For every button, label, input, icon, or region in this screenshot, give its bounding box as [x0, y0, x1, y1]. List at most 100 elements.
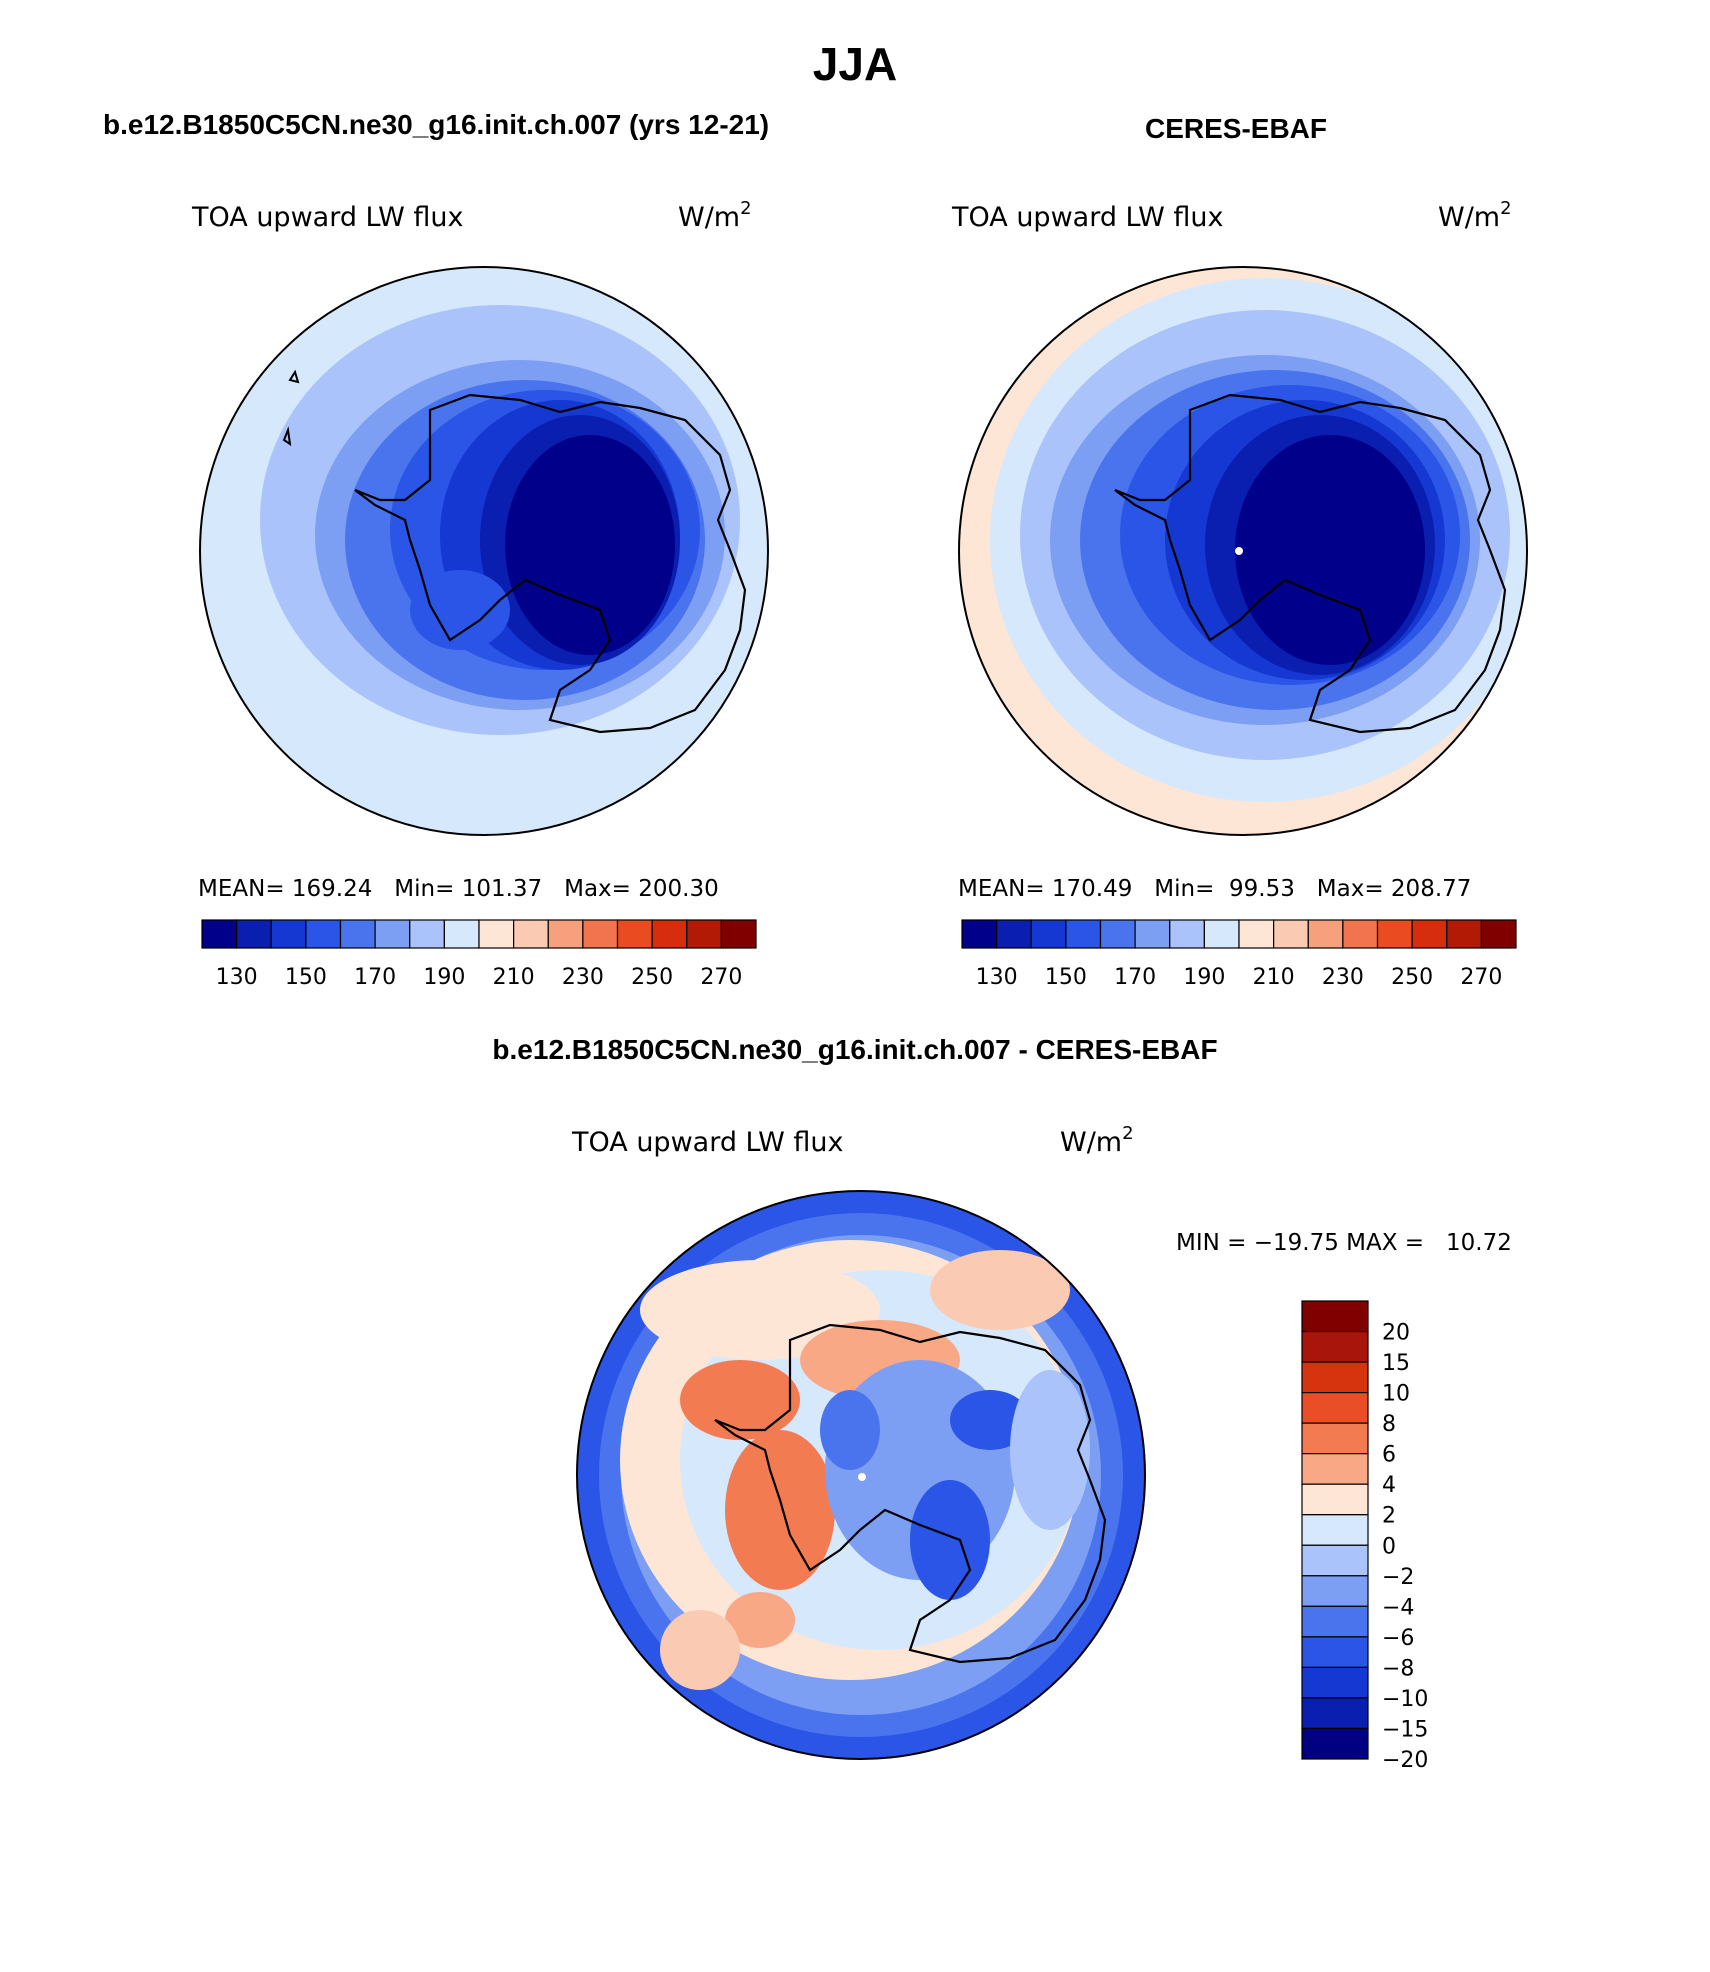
- units-base: W/m: [1060, 1127, 1122, 1158]
- map-difference-border: [576, 1190, 1146, 1760]
- units-exponent: 2: [1122, 1123, 1133, 1144]
- colorbar-difference-tick-label: −4: [1382, 1595, 1414, 1620]
- colorbar-difference-swatch: [1301, 1697, 1369, 1730]
- colorbar-difference-tick-label: 0: [1382, 1534, 1396, 1559]
- colorbar-difference-swatch: [1301, 1483, 1369, 1516]
- colorbar-obs-swatch: [1480, 919, 1517, 949]
- colorbar-model-tick-label: 250: [631, 965, 673, 990]
- panel-obs-heading: CERES-EBAF: [1145, 113, 1327, 144]
- colorbar-difference-tick-label: 2: [1382, 1504, 1396, 1529]
- colorbar-difference-tick-label: −10: [1382, 1687, 1428, 1712]
- colorbar-model-tick-label: 190: [423, 965, 465, 990]
- colorbar-difference-swatch: [1301, 1666, 1369, 1699]
- colorbar-model-swatch: [547, 919, 584, 949]
- colorbar-model-swatch: [409, 919, 445, 949]
- panel-difference: b.e12.B1850C5CN.ne30_g16.init.ch.007 - C…: [492, 1034, 1511, 1773]
- colorbar-model-swatch: [305, 919, 342, 949]
- panel-obs-stats: MEAN= 170.49 Min= 99.53 Max= 208.77: [958, 876, 1471, 902]
- colorbar-model-swatch: [374, 919, 411, 949]
- colorbar-model: 130 150 170 190 210 230 250 270: [201, 919, 757, 990]
- map-model-border: [199, 266, 769, 836]
- colorbar-difference-swatch: [1301, 1330, 1369, 1363]
- colorbar-model-swatch: [616, 919, 653, 949]
- colorbar-difference-tick-label: −2: [1382, 1565, 1414, 1590]
- colorbar-difference-tick-label: −15: [1382, 1717, 1428, 1742]
- units-base: W/m: [678, 202, 740, 233]
- colorbar-difference-swatch: [1301, 1514, 1369, 1546]
- colorbar-model-tick-label: 150: [285, 965, 327, 990]
- colorbar-difference-swatch: [1301, 1544, 1369, 1577]
- map-model: [200, 267, 768, 835]
- units-exponent: 2: [740, 198, 751, 219]
- colorbar-model-tick-label: 170: [354, 965, 396, 990]
- colorbar-difference-tick-label: 6: [1382, 1443, 1396, 1468]
- figure-title: JJA: [813, 38, 897, 90]
- colorbar-obs-swatch: [996, 919, 1032, 949]
- colorbar-model-swatch: [270, 919, 307, 949]
- colorbar-difference-tick-label: 8: [1382, 1412, 1396, 1437]
- colorbar-obs-tick-label: 150: [1045, 965, 1087, 990]
- colorbar-difference-swatch: [1301, 1727, 1369, 1760]
- colorbar-difference-tick-label: 10: [1382, 1382, 1410, 1407]
- colorbar-model-tick-label: 230: [562, 965, 604, 990]
- colorbar-difference-tick-label: 20: [1382, 1321, 1410, 1346]
- colorbar-difference-tick-label: −8: [1382, 1656, 1414, 1681]
- colorbar-difference-swatch: [1301, 1361, 1369, 1394]
- map-obs: [959, 267, 1527, 835]
- colorbar-model-swatch: [236, 919, 272, 949]
- colorbar-obs-swatch: [1134, 919, 1171, 949]
- colorbar-model-tick-label: 270: [700, 965, 742, 990]
- colorbar-model-swatch: [720, 919, 757, 949]
- colorbar-difference-tick-label: 4: [1382, 1473, 1396, 1498]
- colorbar-obs-swatch: [1099, 919, 1136, 949]
- colorbar-model-swatch: [651, 919, 688, 949]
- panel-model: b.e12.B1850C5CN.ne30_g16.init.ch.007 (yr…: [103, 109, 769, 990]
- colorbar-model-swatch: [686, 919, 722, 949]
- colorbar-model-swatch: [478, 919, 515, 949]
- colorbar-difference-swatch: [1301, 1636, 1369, 1669]
- colorbar-difference-tick-label: 15: [1382, 1351, 1410, 1376]
- difference-heading: b.e12.B1850C5CN.ne30_g16.init.ch.007 - C…: [492, 1034, 1217, 1065]
- colorbar-obs-swatch: [1065, 919, 1102, 949]
- colorbar-difference-swatch: [1301, 1300, 1369, 1333]
- colorbar-obs-tick-label: 170: [1114, 965, 1156, 990]
- colorbar-difference-swatch: [1301, 1575, 1369, 1607]
- colorbar-model-swatch: [513, 919, 549, 949]
- colorbar-model-swatch: [201, 919, 238, 949]
- colorbar-model-tick-label: 130: [216, 965, 258, 990]
- colorbar-difference-tick-label: −6: [1382, 1626, 1414, 1651]
- colorbar-model-swatch: [339, 919, 376, 949]
- panel-obs-variable: TOA upward LW flux: [951, 202, 1224, 233]
- colorbar-obs-swatch: [1030, 919, 1067, 949]
- colorbar-obs-swatch: [1446, 919, 1482, 949]
- panel-model-units: W/m2: [678, 198, 752, 233]
- colorbar-model-swatch: [443, 919, 480, 949]
- colorbar-obs-tick-label: 230: [1322, 965, 1364, 990]
- colorbar-obs-swatch: [1411, 919, 1448, 949]
- colorbar-obs-tick-label: 210: [1253, 965, 1295, 990]
- panel-model-variable: TOA upward LW flux: [191, 202, 464, 233]
- colorbar-obs-swatch: [961, 919, 998, 949]
- colorbar-obs-swatch: [1376, 919, 1413, 949]
- panel-model-heading: b.e12.B1850C5CN.ne30_g16.init.ch.007 (yr…: [103, 109, 769, 140]
- colorbar-model-tick-label: 210: [493, 965, 535, 990]
- map-difference: [577, 1191, 1145, 1759]
- colorbar-obs-swatch: [1342, 919, 1379, 949]
- difference-units: W/m2: [1060, 1123, 1134, 1158]
- colorbar-obs-swatch: [1307, 919, 1344, 949]
- colorbar-obs-swatch: [1238, 919, 1275, 949]
- units-exponent: 2: [1500, 198, 1511, 219]
- colorbar-difference-swatch: [1301, 1391, 1369, 1424]
- colorbar-difference-swatch: [1301, 1453, 1369, 1485]
- colorbar-difference-swatch: [1301, 1422, 1369, 1455]
- colorbar-difference-tick-label: −20: [1382, 1748, 1428, 1773]
- colorbar-obs-tick-label: 270: [1460, 965, 1502, 990]
- panel-obs-units: W/m2: [1438, 198, 1512, 233]
- difference-variable: TOA upward LW flux: [571, 1127, 844, 1158]
- colorbar-model-swatch: [582, 919, 619, 949]
- map-obs-border: [958, 266, 1528, 836]
- colorbar-obs-tick-label: 190: [1183, 965, 1225, 990]
- units-base: W/m: [1438, 202, 1500, 233]
- colorbar-obs: 130 150 170 190 210 230 250 270: [961, 919, 1517, 990]
